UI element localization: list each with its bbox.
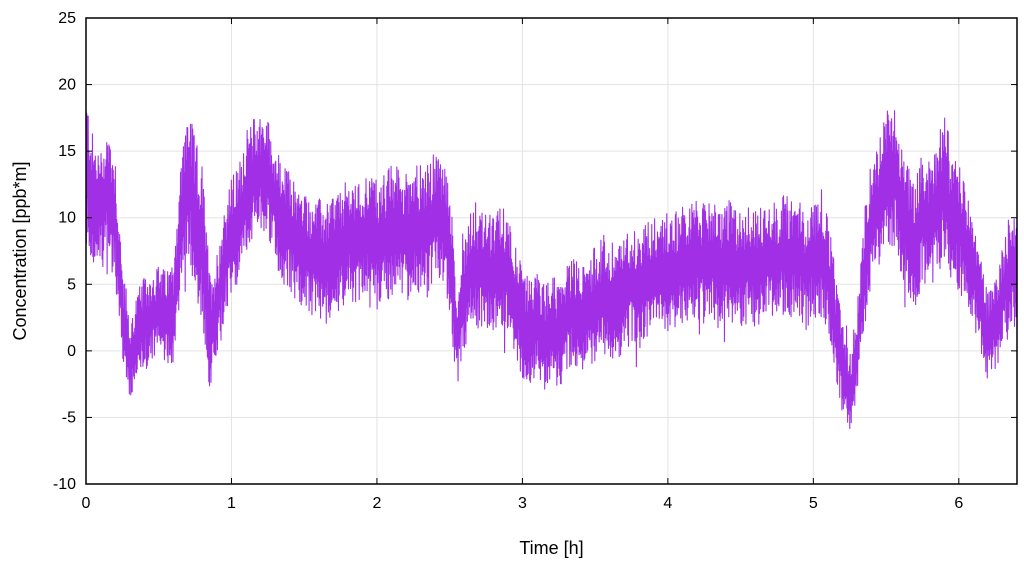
y-tick-label: 10: [58, 210, 76, 227]
y-tick-label: 20: [58, 77, 76, 94]
x-tick-label: 3: [518, 495, 527, 512]
y-tick-label: 5: [67, 276, 76, 293]
y-tick-label: 25: [58, 10, 76, 27]
series-line: [85, 110, 1018, 429]
x-tick-label: 0: [82, 495, 91, 512]
x-axis-label: Time [h]: [519, 538, 583, 558]
x-tick-label: 6: [954, 495, 963, 512]
x-tick-label: 4: [663, 495, 672, 512]
y-axis-label: Concentration [ppb*m]: [10, 161, 30, 340]
axis-ticks: [85, 17, 1017, 485]
x-tick-label: 5: [809, 495, 818, 512]
y-tick-label: -5: [62, 409, 76, 426]
y-tick-labels: -10 -5 0 5 10 15 20 25: [53, 10, 76, 493]
x-tick-label: 2: [372, 495, 381, 512]
y-tick-label: 0: [67, 343, 76, 360]
y-tick-label: 15: [58, 143, 76, 160]
y-tick-label: -10: [53, 476, 76, 493]
plot-frame: [85, 17, 1018, 485]
x-tick-labels: 0 1 2 3 4 5 6: [82, 495, 964, 512]
series-layer: [85, 110, 1018, 429]
x-tick-label: 1: [227, 495, 236, 512]
